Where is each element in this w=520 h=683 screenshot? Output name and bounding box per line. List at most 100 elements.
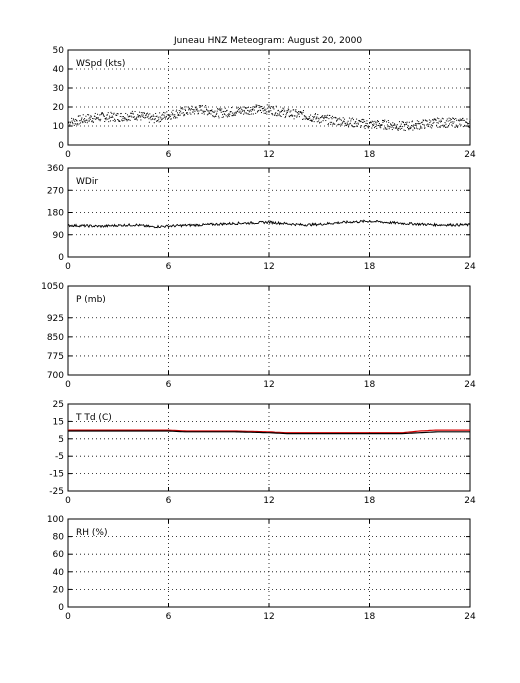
data-point	[193, 113, 195, 115]
data-point	[383, 120, 385, 122]
data-point	[386, 124, 388, 126]
y-tick-label: 270	[47, 186, 64, 196]
data-point	[207, 110, 209, 112]
data-point	[338, 124, 340, 126]
series-line-0	[68, 429, 470, 434]
data-point	[365, 125, 367, 127]
data-point	[288, 109, 290, 111]
data-point	[122, 116, 124, 118]
data-point	[96, 117, 98, 119]
data-point	[230, 111, 232, 113]
data-point	[210, 110, 212, 112]
data-point	[418, 123, 420, 125]
data-point	[447, 120, 449, 122]
data-point	[168, 114, 170, 116]
data-point	[324, 115, 326, 117]
data-point	[205, 105, 207, 107]
x-tick-label: 12	[263, 380, 274, 390]
data-point	[384, 127, 386, 129]
data-point	[179, 112, 181, 114]
data-point	[159, 112, 161, 114]
data-point	[95, 118, 97, 120]
data-point	[298, 111, 300, 113]
data-point	[415, 124, 417, 126]
data-point	[83, 119, 85, 121]
data-point	[302, 111, 304, 113]
data-point	[413, 124, 415, 126]
data-point	[161, 114, 163, 116]
data-point	[378, 124, 380, 126]
data-point	[275, 105, 277, 107]
data-point	[369, 122, 371, 124]
data-point	[388, 121, 390, 123]
data-point	[159, 116, 161, 118]
data-point	[100, 118, 102, 120]
data-point	[348, 117, 350, 119]
data-point	[118, 120, 120, 122]
data-point	[213, 111, 215, 113]
data-point	[456, 119, 458, 121]
data-point	[392, 122, 394, 124]
y-tick-label: 80	[53, 533, 65, 543]
data-point	[81, 121, 83, 123]
data-point	[453, 117, 455, 119]
data-point	[346, 122, 348, 124]
data-point	[452, 117, 454, 119]
data-point	[155, 112, 157, 114]
data-point	[164, 116, 166, 118]
data-point	[322, 120, 324, 122]
data-point	[462, 117, 464, 119]
data-point	[281, 111, 283, 113]
y-tick-label: 925	[47, 314, 64, 324]
data-point	[266, 113, 268, 115]
data-point	[305, 116, 307, 118]
data-point	[74, 123, 76, 125]
data-point	[432, 119, 434, 121]
data-point	[193, 109, 195, 111]
data-point	[117, 113, 119, 115]
panel-label: T Td (C)	[75, 413, 112, 423]
data-point	[361, 121, 363, 123]
data-point	[135, 118, 137, 120]
chart-panel-pres: 0 6 12 18 24 700 775 850 925 1050 P (mb)	[41, 282, 476, 390]
data-point	[287, 108, 289, 110]
data-point	[453, 121, 455, 123]
data-point	[462, 126, 464, 128]
data-point	[361, 119, 363, 121]
data-point	[224, 113, 226, 115]
data-point	[91, 120, 93, 122]
data-point	[243, 110, 245, 112]
data-point	[311, 120, 313, 122]
data-point	[353, 126, 355, 128]
data-point	[222, 114, 224, 116]
data-point	[407, 125, 409, 127]
data-point	[148, 121, 150, 123]
data-point	[121, 119, 123, 121]
data-point	[105, 117, 107, 119]
data-point	[121, 116, 123, 118]
data-point	[455, 118, 457, 120]
data-point	[122, 120, 124, 122]
data-point	[373, 127, 375, 129]
data-point	[218, 109, 220, 111]
data-point	[469, 121, 471, 123]
data-point	[370, 122, 372, 124]
data-point	[235, 112, 237, 114]
data-point	[299, 111, 301, 113]
data-point	[162, 113, 164, 115]
x-tick-label: 24	[464, 150, 476, 160]
data-point	[424, 127, 426, 129]
data-point	[440, 120, 442, 122]
data-point	[298, 113, 300, 115]
data-point	[169, 115, 171, 117]
data-point	[222, 116, 224, 118]
data-point	[348, 124, 350, 126]
data-point	[126, 120, 128, 122]
data-point	[353, 123, 355, 125]
data-point	[134, 111, 136, 113]
data-point	[227, 116, 229, 118]
data-point	[398, 121, 400, 123]
data-point	[103, 115, 105, 117]
y-tick-label: -25	[49, 487, 64, 497]
